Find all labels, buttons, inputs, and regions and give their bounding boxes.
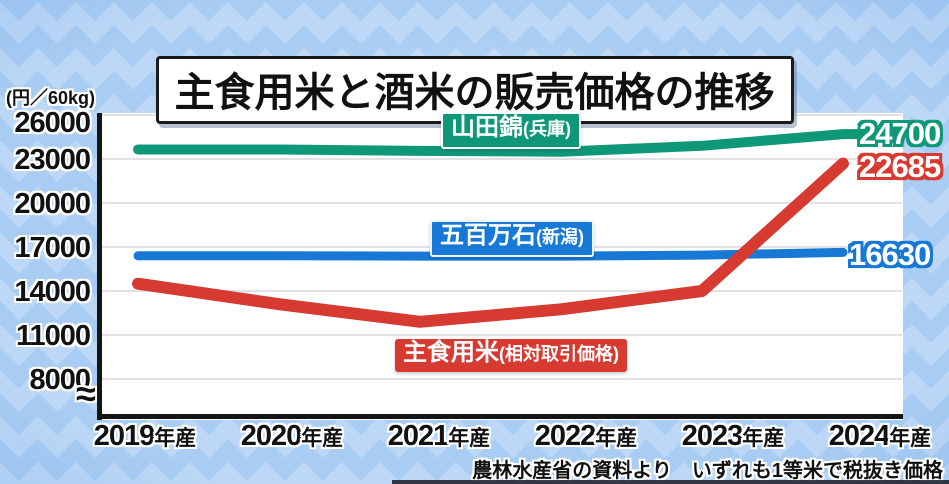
series-label-paren: (相対取引価格) <box>499 344 619 364</box>
source-note: 農林水産省の資料より いずれも1等米で税抜き価格 <box>472 460 943 482</box>
series-label-paren: (新潟) <box>536 227 584 247</box>
x-tick-label: 2019年産 <box>93 420 197 452</box>
y-tick-label: 23000 <box>14 144 91 176</box>
y-tick-label: 17000 <box>14 232 91 264</box>
y-tick-label: 20000 <box>14 188 91 220</box>
x-tick-label: 2021年産 <box>387 420 491 452</box>
series-label-main: 主食用米 <box>403 339 499 366</box>
end-value-shushokuyomai: 22685 <box>859 149 941 184</box>
series-line-0 <box>133 129 903 157</box>
series-label-shushokuyomai: 主食用米(相対取引価格) <box>395 339 627 372</box>
series-label-yamada-nishiki: 山田錦(兵庫) <box>441 112 581 149</box>
x-tick-label: 2024年産 <box>828 420 932 452</box>
x-tick-label: 2023年産 <box>681 420 785 452</box>
y-tick-label: 8000 <box>29 364 91 396</box>
end-value-gohyakumangoku: 16630 <box>849 237 931 272</box>
x-tick-label: 2022年産 <box>534 420 638 452</box>
y-axis-unit-label: (円／60kg) <box>6 88 96 108</box>
y-tick-label: 26000 <box>14 107 91 139</box>
x-axis-line <box>97 414 903 419</box>
y-axis-line <box>97 113 102 420</box>
y-tick-label: 11000 <box>15 320 91 352</box>
series-label-paren: (兵庫) <box>523 119 571 139</box>
end-value-yamada-nishiki: 24700 <box>859 116 941 151</box>
axis-break-symbol: ≈ <box>76 373 96 414</box>
series-label-main: 五百万石 <box>440 222 536 249</box>
x-tick-label: 2020年産 <box>240 420 344 452</box>
y-tick-label: 14000 <box>14 276 91 308</box>
chart-title: 主食用米と酒米の販売価格の推移 <box>174 71 775 115</box>
series-label-main: 山田錦 <box>451 114 523 141</box>
bottom-edge-artifact <box>392 480 949 484</box>
series-line-2 <box>132 157 849 328</box>
series-label-gohyakumangoku: 五百万石(新潟) <box>430 220 594 257</box>
